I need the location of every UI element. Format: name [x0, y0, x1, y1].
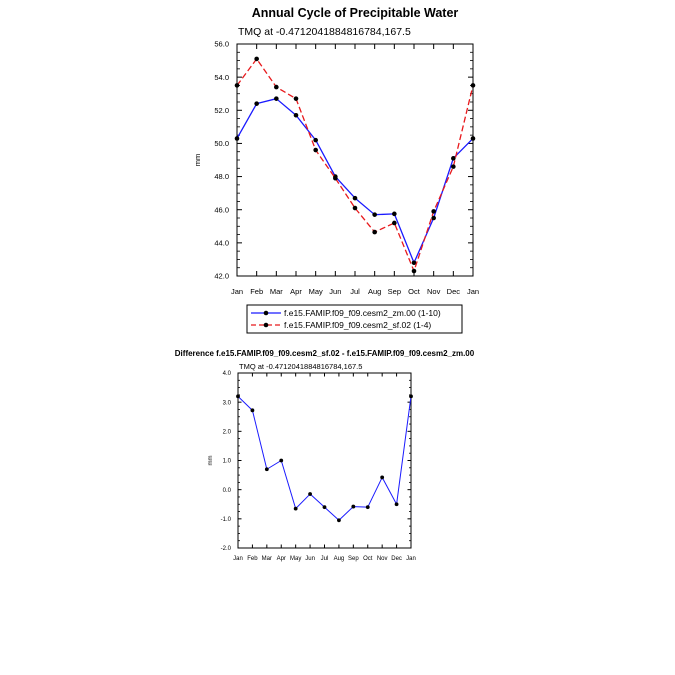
data-point — [313, 137, 318, 143]
x-tick-label: Mar — [262, 556, 272, 562]
y-tick-label: 54.0 — [214, 73, 229, 82]
data-point — [236, 394, 240, 399]
data-point — [254, 56, 259, 62]
data-point — [431, 209, 436, 214]
data-point — [409, 394, 413, 399]
x-tick-label: Jun — [305, 556, 315, 562]
data-point — [322, 505, 327, 510]
x-tick-label: Apr — [277, 556, 286, 562]
x-tick-label: Feb — [250, 287, 263, 296]
y-tick-label: 0.0 — [223, 488, 232, 494]
data-point — [250, 408, 255, 413]
data-point — [308, 492, 312, 496]
data-point — [254, 101, 259, 106]
y-tick-label: 48.0 — [214, 172, 229, 181]
plot-frame — [237, 372, 412, 549]
series-line-2 — [236, 58, 474, 272]
data-point — [392, 220, 397, 226]
data-point — [313, 147, 318, 153]
y-tick-label: 44.0 — [214, 238, 229, 247]
legend-label-2: f.e15.FAMIP.f09_f09.cesm2_sf.02 (1-4) — [284, 320, 431, 330]
data-point — [351, 504, 356, 509]
chart-subtitle: TMQ at -0.4712041884816784,167.5 — [239, 362, 362, 371]
y-tick-label: 1.0 — [223, 459, 232, 465]
y-tick-label: 56.0 — [214, 40, 229, 49]
data-point — [394, 502, 399, 507]
x-tick-label: Dec — [447, 287, 461, 296]
y-tick-label: 42.0 — [214, 272, 229, 281]
x-tick-label: Nov — [427, 287, 441, 296]
data-point — [470, 136, 476, 141]
y-axis-label: mm — [208, 456, 214, 466]
data-point — [352, 205, 358, 211]
x-tick-label: Jul — [350, 287, 360, 296]
x-tick-label: Jan — [233, 556, 243, 562]
data-point — [293, 96, 299, 101]
data-point — [372, 212, 377, 217]
data-point — [365, 505, 370, 510]
x-tick-label: Nov — [377, 556, 388, 562]
x-tick-label: Apr — [290, 287, 302, 296]
legend-marker — [263, 310, 269, 316]
x-tick-label: Aug — [368, 287, 381, 296]
y-tick-label: 52.0 — [214, 106, 229, 115]
data-point — [293, 112, 299, 118]
series-line-1 — [236, 98, 474, 264]
data-point — [352, 195, 358, 201]
legend-marker — [263, 322, 269, 328]
legend-label-1: f.e15.FAMIP.f09_f09.cesm2_zm.00 (1-10) — [284, 308, 441, 318]
data-point — [411, 260, 417, 266]
data-point — [333, 175, 338, 181]
x-tick-label: Aug — [334, 556, 345, 562]
chart-subtitle: TMQ at -0.4712041884816784,167.5 — [238, 26, 411, 38]
data-point — [264, 467, 269, 472]
legend: f.e15.FAMIP.f09_f09.cesm2_zm.00 (1-10) f.… — [246, 304, 463, 334]
data-point — [380, 475, 385, 480]
x-tick-label: Oct — [408, 287, 421, 296]
data-point — [431, 215, 436, 221]
data-point — [411, 268, 417, 274]
x-tick-label: May — [290, 556, 301, 562]
legend-box — [246, 304, 463, 334]
data-point — [234, 83, 240, 88]
y-tick-label: 2.0 — [223, 429, 232, 435]
x-tick-label: Mar — [270, 287, 283, 296]
x-tick-label: Jun — [329, 287, 341, 296]
data-point — [293, 506, 298, 511]
data-point — [279, 458, 284, 463]
x-tick-label: Jan — [467, 287, 479, 296]
x-tick-label: Dec — [391, 556, 402, 562]
x-tick-label: Jan — [231, 287, 243, 296]
data-point — [470, 83, 476, 88]
x-tick-label: May — [309, 287, 323, 296]
data-point — [451, 164, 456, 169]
y-tick-label: -1.0 — [221, 517, 232, 523]
x-tick-label: Jan — [406, 556, 416, 562]
data-point — [274, 96, 279, 101]
chart-title: Difference f.e15.FAMIP.f09_f09.cesm2_sf.… — [175, 349, 475, 358]
x-tick-label: Sep — [388, 287, 401, 296]
data-point — [337, 518, 341, 523]
difference-chart: Difference f.e15.FAMIP.f09_f09.cesm2_sf.… — [175, 349, 475, 562]
x-tick-label: Jul — [321, 556, 329, 562]
plot-frame — [236, 43, 474, 277]
series-line-1 — [237, 395, 412, 521]
data-point — [234, 136, 240, 141]
data-point — [451, 156, 456, 161]
x-tick-label: Oct — [363, 556, 373, 562]
annual-cycle-chart: Annual Cycle of Precipitable Water TMQ at… — [193, 6, 479, 334]
x-tick-label: Feb — [247, 556, 258, 562]
y-tick-label: 3.0 — [223, 400, 232, 406]
data-point — [372, 229, 377, 235]
y-axis-label: mm — [193, 154, 202, 167]
y-tick-label: 50.0 — [214, 139, 229, 148]
chart-title: Annual Cycle of Precipitable Water — [252, 6, 459, 20]
data-point — [392, 211, 397, 217]
data-point — [274, 84, 279, 90]
y-tick-label: 46.0 — [214, 205, 229, 214]
x-tick-label: Sep — [348, 556, 359, 562]
y-tick-label: 4.0 — [223, 371, 232, 377]
y-tick-label: -2.0 — [221, 546, 232, 552]
